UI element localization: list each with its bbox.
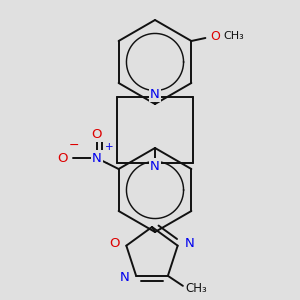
Text: CH₃: CH₃ (223, 31, 244, 41)
Text: N: N (92, 152, 101, 164)
Text: N: N (150, 88, 160, 100)
Text: N: N (150, 160, 160, 172)
Text: N: N (119, 271, 129, 284)
Text: N: N (185, 237, 195, 250)
Text: +: + (105, 142, 113, 152)
Text: O: O (57, 152, 68, 164)
Text: CH₃: CH₃ (185, 282, 207, 295)
Text: −: − (69, 139, 79, 152)
Text: O: O (109, 237, 120, 250)
Text: O: O (92, 128, 102, 140)
Text: O: O (210, 29, 220, 43)
